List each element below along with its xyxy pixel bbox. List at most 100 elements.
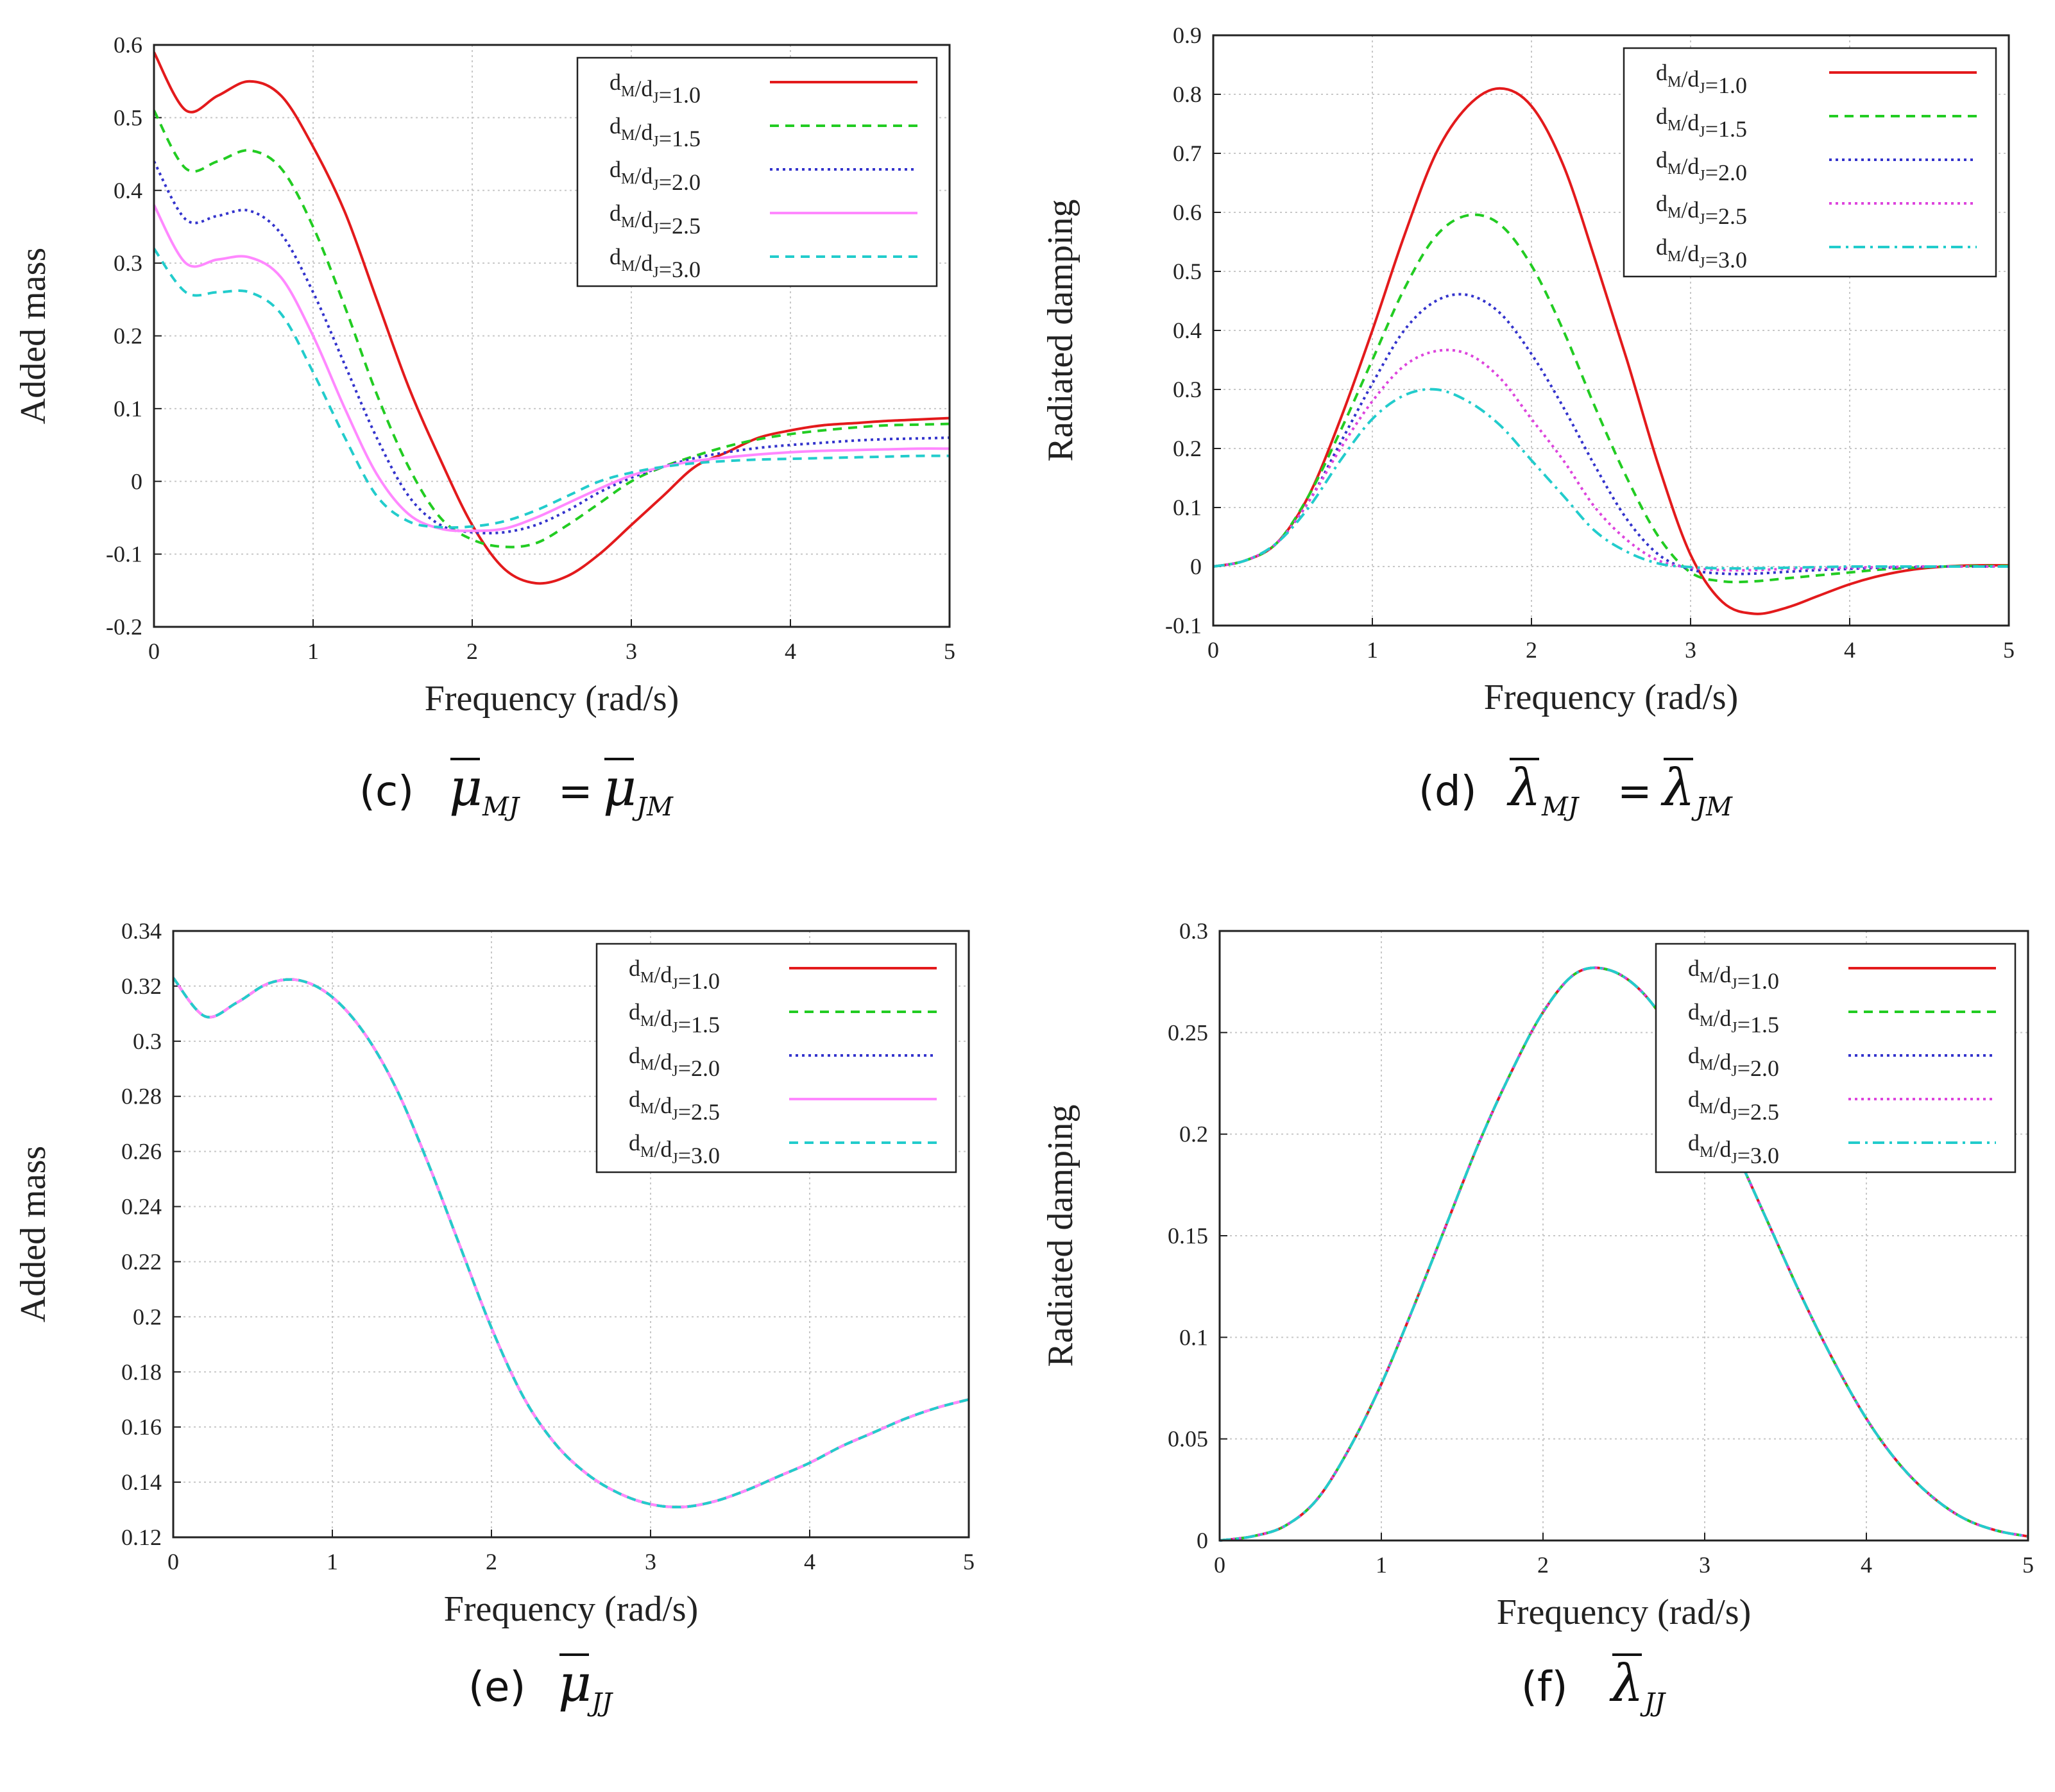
- x-tick-label: 4: [1844, 637, 1855, 663]
- x-tick-label: 5: [963, 1549, 975, 1574]
- legend-box-c: [576, 56, 938, 287]
- x-axis-label: Frequency (rad/s): [1497, 1592, 1752, 1632]
- legend-label: dM/dJ=1.5: [1656, 103, 1747, 142]
- x-tick-label: 3: [1699, 1552, 1710, 1578]
- axes-frame-d: [1212, 34, 2010, 627]
- series-line-d-4: [1213, 388, 2009, 570]
- y-tick-label: -0.1: [1165, 613, 1202, 638]
- y-axis-label: Added mass: [13, 248, 53, 424]
- y-axis-label: Radiated damping: [1041, 199, 1080, 461]
- x-tick-label: 1: [307, 638, 319, 664]
- panel-c: 0 1 2 3 4 5 -0.2 -0.1 0 0.1 0.2 0.3 0.4 0.5 0.6 dM/dJ=1…: [0, 0, 1027, 896]
- legend-label: dM/dJ=3.0: [629, 1130, 720, 1168]
- y-tick-label: 0.4: [1173, 318, 1202, 343]
- y-tick-label: 0.28: [121, 1084, 162, 1109]
- y-tick-label: 0: [1190, 554, 1202, 579]
- y-tick-label: 0.5: [1173, 259, 1202, 284]
- caption-symbol: μ: [558, 1653, 592, 1713]
- axes-frame-f: [1218, 930, 2029, 1542]
- y-tick-label: 0.14: [121, 1469, 162, 1495]
- legend-label: dM/dJ=2.5: [629, 1086, 720, 1125]
- x-tick-label: 1: [327, 1549, 338, 1574]
- legend-box-f: [1655, 943, 2017, 1173]
- panel-f: 0 1 2 3 4 5 0 0.05 0.1 0.15 0.2 0.25 0.3 dM/dJ=1.0 dM/…: [1027, 896, 2054, 1791]
- legend-box-e: [595, 943, 957, 1173]
- y-tick-label: 0: [1197, 1528, 1208, 1553]
- y-tick-label: 0.1: [1179, 1324, 1208, 1350]
- legend-label: dM/dJ=1.5: [629, 999, 720, 1037]
- x-tick-label: 4: [804, 1549, 815, 1574]
- x-tick-label: 4: [1861, 1552, 1872, 1578]
- caption-symbol-right: μ: [603, 758, 636, 817]
- x-tick-label: 5: [944, 638, 955, 664]
- y-tick-label: 0.15: [1168, 1223, 1208, 1249]
- series-line-c-3: [153, 204, 950, 533]
- x-tick-label: 1: [1367, 637, 1378, 663]
- y-tick-label: 0.6: [114, 32, 142, 58]
- axes-frame-e: [172, 930, 970, 1539]
- series-line-e-4: [172, 977, 969, 1508]
- legend-label: dM/dJ=1.5: [610, 113, 701, 151]
- caption-equals: =: [1617, 768, 1652, 815]
- y-tick-label: 0.32: [121, 973, 162, 999]
- y-tick-label: 0.2: [1179, 1122, 1208, 1147]
- chart-f-svg: 0 1 2 3 4 5 0 0.05 0.1 0.15 0.2 0.25 0.3 dM/dJ=1.0 dM/…: [1041, 918, 2034, 1718]
- y-tick-label: -0.1: [106, 542, 142, 567]
- legend-label: dM/dJ=2.0: [1688, 1043, 1779, 1081]
- series-line-c-2: [153, 160, 950, 535]
- y-tick-label: 0.25: [1168, 1020, 1208, 1045]
- x-tick-label: 2: [466, 638, 478, 664]
- legend-label: dM/dJ=2.0: [610, 157, 701, 195]
- y-tick-label: 0.3: [114, 250, 142, 276]
- y-tick-label: 0: [131, 468, 142, 494]
- caption-subscript: JJ: [587, 1688, 613, 1718]
- x-tick-label: 0: [1207, 637, 1219, 663]
- y-tick-label: 0.9: [1173, 22, 1202, 48]
- y-tick-label: 0.5: [114, 105, 142, 130]
- legend-label: dM/dJ=2.5: [1656, 191, 1747, 229]
- y-tick-label: 0.1: [114, 396, 142, 422]
- chart-e-svg: 0 1 2 3 4 5 0.12 0.14 0.16 0.18 0.2 0.22 0.24 0.26 0.2…: [13, 918, 975, 1718]
- x-tick-label: 5: [2022, 1552, 2034, 1578]
- legend-label: dM/dJ=1.0: [629, 955, 720, 994]
- y-tick-label: 0.2: [1173, 436, 1202, 461]
- legend-box-d: [1623, 47, 1997, 278]
- x-tick-label: 3: [1685, 637, 1696, 663]
- x-tick-label: 3: [626, 638, 637, 664]
- x-tick-label: 5: [2003, 637, 2015, 663]
- caption-subscript: MJ: [482, 792, 520, 822]
- x-tick-label: 2: [486, 1549, 497, 1574]
- y-tick-label: 0.3: [133, 1028, 162, 1054]
- caption-equals: =: [558, 768, 593, 815]
- caption-subscript: JJ: [1640, 1688, 1666, 1718]
- caption-subscript-right: JM: [632, 792, 674, 822]
- x-tick-label: 0: [1214, 1552, 1225, 1578]
- y-tick-label: 0.16: [121, 1414, 162, 1440]
- legend-label: dM/dJ=3.0: [1688, 1130, 1779, 1168]
- series-line-f-1: [1219, 966, 2029, 1542]
- caption-symbol-right: λ: [1660, 758, 1695, 817]
- y-tick-label: 0.2: [114, 323, 142, 349]
- x-axis-label: Frequency (rad/s): [1484, 678, 1739, 717]
- caption-subscript: MJ: [1541, 792, 1580, 822]
- legend-label: dM/dJ=2.0: [1656, 147, 1747, 185]
- legend-label: dM/dJ=1.0: [1656, 60, 1747, 98]
- caption-symbol: λ: [1506, 758, 1541, 817]
- caption-label: (f): [1521, 1664, 1567, 1711]
- y-tick-label: 0.34: [121, 918, 162, 944]
- series-line-d-0: [1213, 87, 2009, 615]
- x-tick-label: 1: [1376, 1552, 1387, 1578]
- y-tick-label: 0.24: [121, 1194, 162, 1220]
- y-tick-label: 0.2: [133, 1304, 162, 1329]
- x-tick-label: 4: [785, 638, 796, 664]
- caption-subscript-right: JM: [1691, 792, 1733, 822]
- y-tick-label: 0.1: [1173, 495, 1202, 520]
- y-tick-label: 0.05: [1168, 1426, 1208, 1452]
- y-tick-label: 0.3: [1173, 377, 1202, 402]
- y-tick-label: 0.26: [121, 1139, 162, 1165]
- y-tick-label: 0.6: [1173, 200, 1202, 225]
- panel-d: 0 1 2 3 4 5 -0.1 0 0.1 0.2 0.3 0.4 0.5 0.6 0.7 0.8 0.9 dM…: [1027, 0, 2054, 896]
- legend-label: dM/dJ=3.0: [1656, 234, 1747, 273]
- y-axis-label: Added mass: [13, 1146, 53, 1322]
